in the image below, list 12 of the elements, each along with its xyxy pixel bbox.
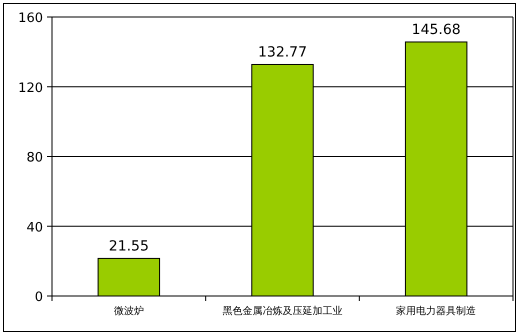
x-tick-label: 黑色金属冶炼及压延加工业 bbox=[222, 305, 342, 317]
x-tick-label: 微波炉 bbox=[114, 305, 144, 317]
data-label: 21.55 bbox=[108, 238, 149, 254]
x-tick-label: 家用电力器具制造 bbox=[396, 305, 476, 317]
y-tick-label: 0 bbox=[34, 290, 43, 305]
y-tick-label: 40 bbox=[26, 220, 43, 236]
y-tick-label: 120 bbox=[18, 80, 43, 96]
data-label: 145.68 bbox=[412, 22, 461, 38]
y-tick-label: 80 bbox=[26, 150, 43, 166]
y-tick-label: 160 bbox=[18, 11, 43, 26]
bar bbox=[98, 258, 160, 296]
data-label: 132.77 bbox=[258, 44, 307, 60]
